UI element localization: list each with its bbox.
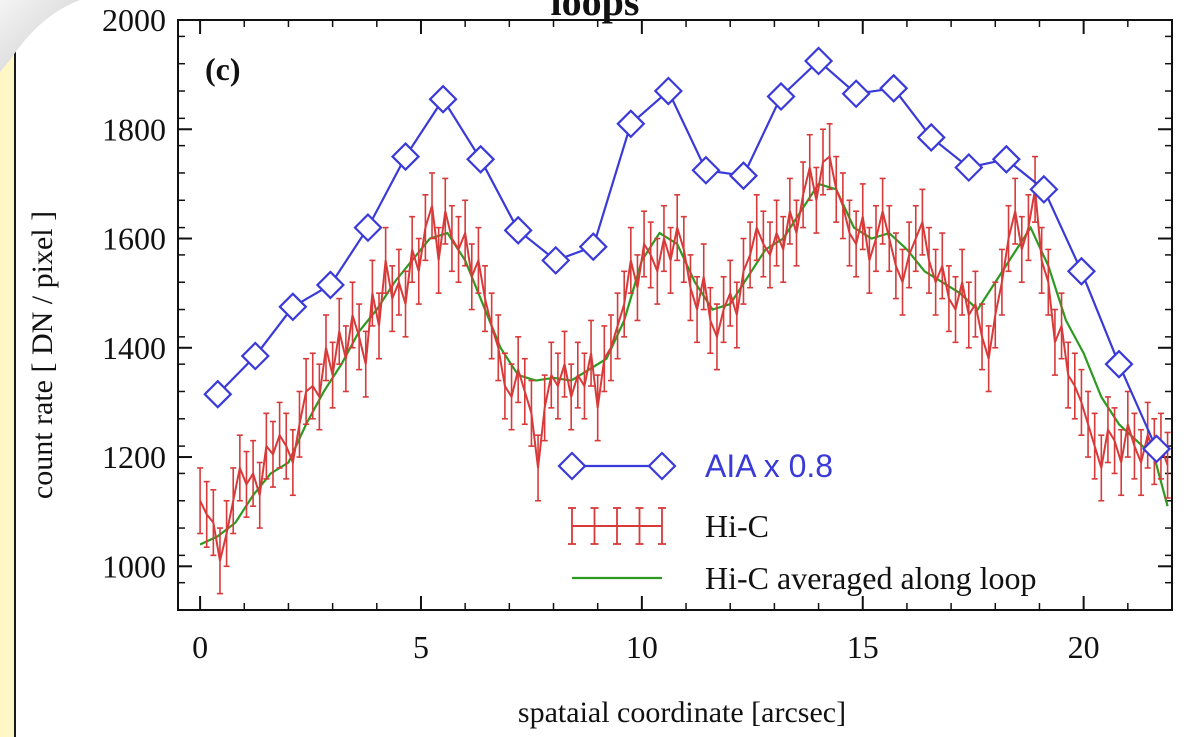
aia-point [203, 379, 233, 409]
legend: AIA x 0.8 Hi-C Hi-C averaged along loop [557, 448, 1036, 596]
aia-point [1066, 256, 1096, 286]
legend-aia-label: AIA x 0.8 [705, 448, 833, 484]
aia-point [578, 232, 608, 262]
aia-point [653, 76, 683, 106]
series-hic [197, 122, 1171, 595]
aia-point [428, 84, 458, 114]
aia-point [240, 341, 270, 371]
aia-point [954, 152, 984, 183]
y-axis-label: count rate [ DN / pixel ] [26, 211, 59, 499]
left-frame-strip [0, 0, 16, 737]
aia-point [466, 144, 496, 174]
aia-point [728, 161, 759, 191]
aia-point [916, 122, 946, 153]
aia-point [503, 215, 533, 245]
aia-point [841, 79, 871, 109]
aia-point [616, 109, 646, 139]
axes-layer [177, 19, 1173, 611]
y-tick-label: 1800 [102, 111, 166, 147]
y-tick-label: 1000 [102, 548, 166, 584]
y-tick-label: 1600 [102, 221, 166, 257]
x-tick-label: 15 [847, 629, 879, 665]
legend-aia-marker [647, 451, 677, 481]
aia-point [804, 46, 834, 76]
x-tick-label: 0 [192, 629, 208, 665]
x-axis-label: spataial coordinate [arcsec] [518, 696, 846, 729]
aia-point [390, 142, 421, 172]
panel-label: (c) [205, 51, 241, 87]
aia-point [991, 144, 1021, 174]
aia-point [1104, 349, 1134, 379]
y-tick-label: 1400 [102, 330, 166, 366]
legend-aia-marker [557, 451, 587, 481]
aia-point [278, 292, 308, 322]
plot-frame [177, 19, 1173, 611]
legend-hic-label: Hi-C [705, 508, 769, 544]
aia-point [766, 81, 796, 112]
aia-point [541, 245, 571, 275]
aia-point [353, 213, 383, 243]
series-aia [203, 46, 1172, 464]
ticks-layer: 0 5 10 15 20 1000 1200 1400 1600 1800 2000 [102, 2, 1172, 665]
y-tick-label: 1200 [102, 439, 166, 475]
legend-hic-averaged-label: Hi-C averaged along loop [705, 560, 1036, 596]
aia-line [216, 59, 1158, 450]
x-tick-label: 5 [413, 629, 429, 665]
aia-point [315, 270, 345, 300]
aia-point [691, 155, 721, 185]
aia-point [1141, 434, 1172, 464]
x-tick-label: 20 [1068, 629, 1100, 665]
aia-point [879, 73, 909, 103]
aia-point [1029, 174, 1059, 204]
x-tick-label: 10 [626, 629, 658, 665]
y-tick-label: 2000 [102, 2, 166, 38]
